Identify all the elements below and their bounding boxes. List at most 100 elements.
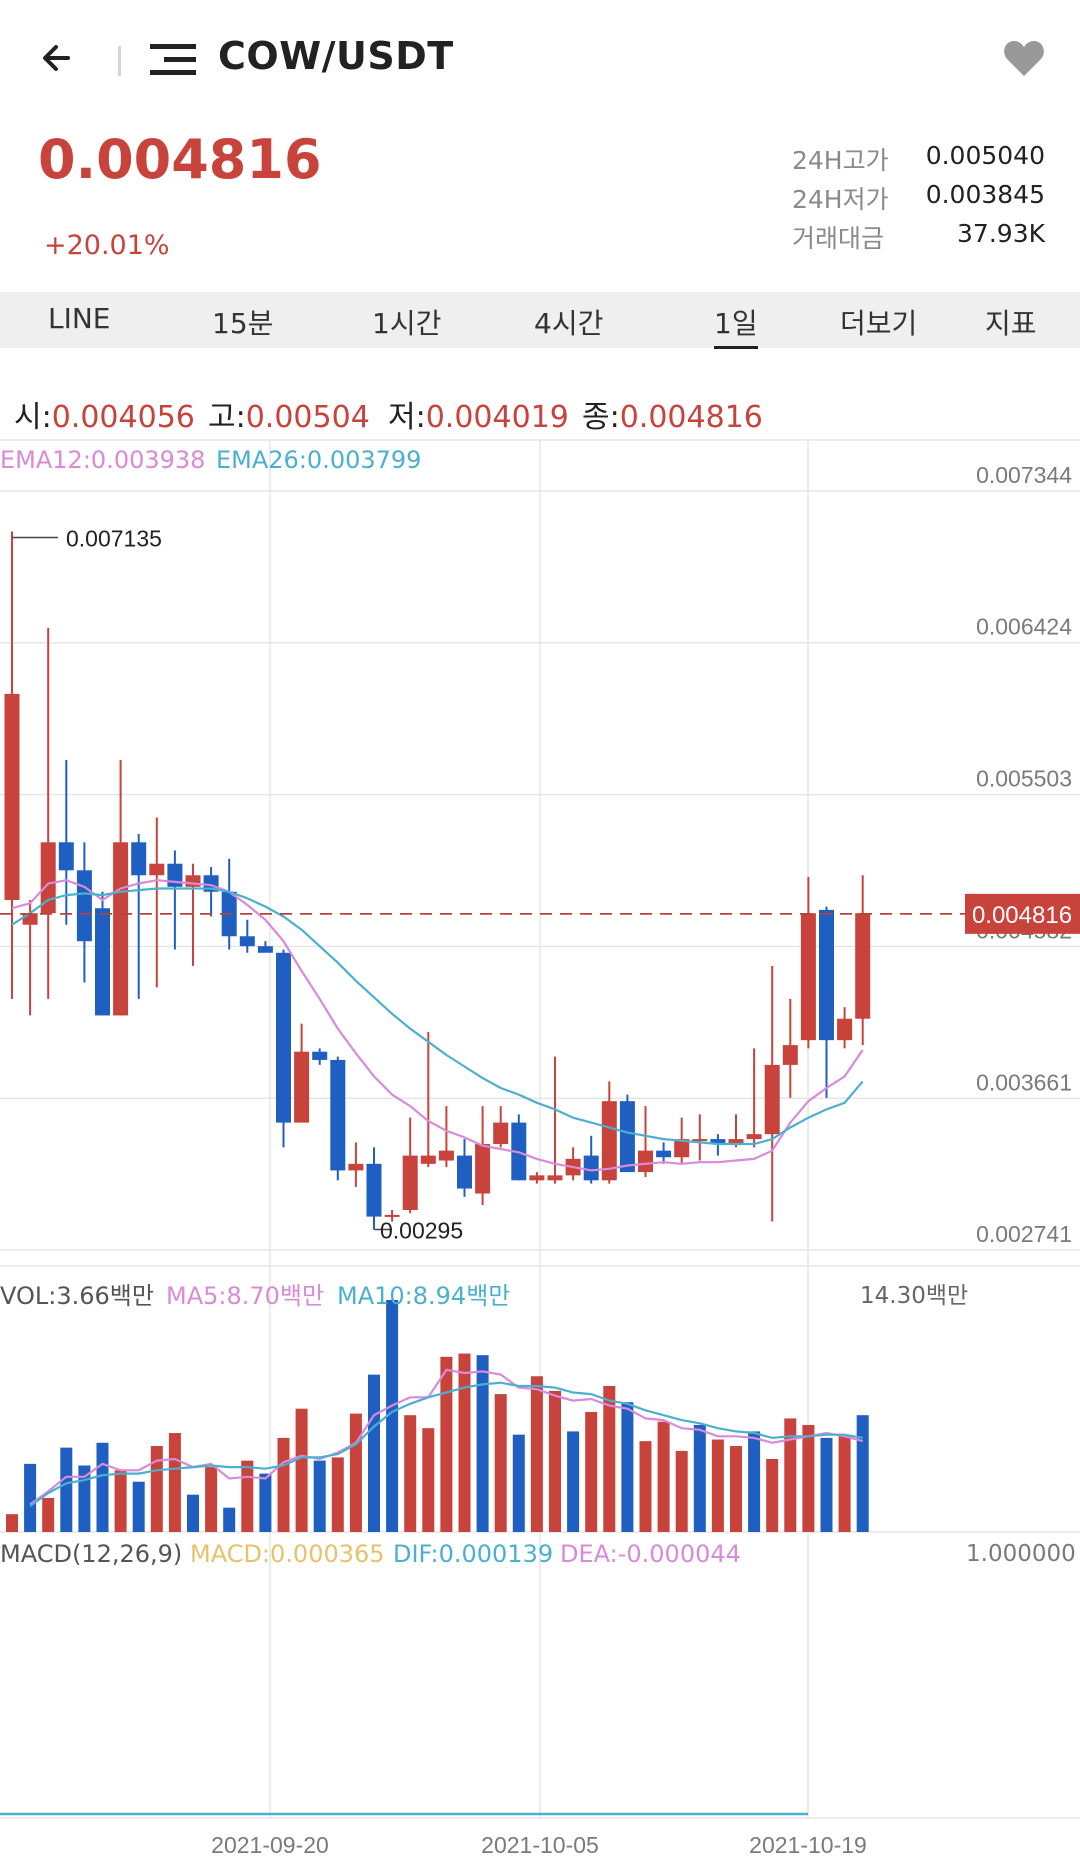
volume-bar: [349, 1413, 362, 1532]
volume-bar: [114, 1470, 127, 1532]
macd-legend: MACD:0.000365: [190, 1540, 385, 1568]
volume-bar: [530, 1376, 543, 1532]
volume-bar: [331, 1457, 344, 1532]
candle: [529, 1175, 545, 1181]
price-change: +20.01%: [44, 230, 170, 261]
volume-bar: [223, 1507, 236, 1532]
x-tick-label: 2021-10-19: [749, 1832, 867, 1858]
candle: [402, 1155, 418, 1210]
min-marker-label: 0.00295: [380, 1218, 463, 1244]
candle: [638, 1150, 653, 1173]
volume-bar: [150, 1446, 163, 1532]
volume-bar: [639, 1441, 652, 1532]
ohlc-low: 저:0.004019: [388, 400, 569, 435]
last-price: 0.004816: [38, 128, 322, 191]
volume-bar: [784, 1418, 797, 1532]
volume-bar: [730, 1446, 742, 1532]
ohlc-close: 종:0.004816: [582, 400, 763, 435]
candle: [782, 1045, 798, 1065]
candle: [457, 1155, 472, 1189]
stat-high-label: 24H고가: [792, 146, 889, 175]
candle: [348, 1163, 364, 1171]
candle: [239, 936, 255, 947]
x-tick-label: 2021-10-05: [481, 1832, 599, 1858]
volume-bar: [621, 1402, 634, 1532]
volume-bar: [368, 1374, 380, 1532]
stat-low-value: 0.003845: [925, 180, 1045, 209]
price-chart[interactable]: 0.0073440.0064240.0055030.0045820.003661…: [0, 430, 1080, 1861]
candle: [764, 1064, 780, 1135]
volume-bar: [404, 1415, 417, 1532]
volume-bar: [132, 1481, 145, 1532]
macd-max-label: 1.000000: [966, 1541, 1076, 1567]
volume-bar: [657, 1421, 670, 1532]
max-marker-label: 0.007135: [66, 525, 162, 551]
candle: [185, 875, 201, 887]
volume-bar: [458, 1353, 471, 1532]
candle: [674, 1139, 690, 1158]
candle: [76, 870, 92, 942]
candle: [619, 1101, 635, 1173]
volume-bar: [585, 1411, 598, 1532]
candle: [113, 842, 129, 1016]
candle: [420, 1155, 436, 1164]
volume-bar: [693, 1424, 706, 1532]
ema12-legend: EMA12:0.003938: [0, 446, 206, 474]
volume-bar: [748, 1431, 761, 1532]
volume-bar: [6, 1514, 18, 1532]
y-tick-label: 0.006424: [976, 614, 1072, 640]
dea-legend: DEA:-0.000044: [560, 1540, 741, 1568]
y-tick-label: 0.007344: [976, 462, 1072, 488]
volume-bar: [78, 1465, 91, 1532]
last-price-tag-text: 0.004816: [972, 902, 1072, 929]
tab-1d[interactable]: 1일: [714, 302, 758, 349]
candle: [384, 1214, 400, 1217]
y-tick-label: 0.003661: [976, 1069, 1072, 1095]
vol-ma10-legend: MA10:8.94백만: [337, 1282, 511, 1310]
candle: [58, 842, 74, 871]
volume-bar: [241, 1460, 254, 1532]
tab-line[interactable]: LINE: [48, 302, 111, 335]
tab-15m[interactable]: 15분: [212, 307, 274, 340]
volume-ma5-line: [29, 1368, 863, 1506]
volume-bar: [259, 1473, 272, 1532]
list-menu-icon[interactable]: [150, 40, 196, 80]
volume-bar: [168, 1433, 181, 1532]
volume-bar: [60, 1447, 73, 1532]
candle: [438, 1150, 454, 1161]
volume-bar: [422, 1428, 435, 1532]
pair-title[interactable]: COW/USDT: [218, 34, 454, 78]
volume-ma10-line: [29, 1381, 863, 1507]
vol-max-label: 14.30백만: [860, 1283, 969, 1309]
candle: [257, 946, 273, 953]
candle: [330, 1059, 346, 1171]
arrow-left-icon[interactable]: [38, 38, 78, 78]
tab-indicator[interactable]: 지표: [985, 307, 1037, 340]
tab-4h[interactable]: 4시간: [534, 307, 604, 340]
candle: [276, 952, 291, 1123]
stat-high-value: 0.005040: [925, 141, 1045, 170]
candle: [728, 1139, 744, 1145]
ohlc-high: 고:0.00504: [208, 400, 370, 435]
y-tick-label: 0.002741: [976, 1221, 1072, 1247]
volume-bar: [24, 1463, 37, 1532]
volume-bar: [838, 1436, 851, 1532]
candle: [40, 842, 56, 914]
volume-bar: [567, 1431, 580, 1532]
volume-bar: [603, 1385, 616, 1532]
candle: [837, 1018, 853, 1041]
candle: [656, 1150, 672, 1158]
x-tick-label: 2021-09-20: [211, 1832, 329, 1858]
ohlc-open: 시:0.004056: [14, 400, 195, 435]
stat-volume-value: 37.93K: [957, 219, 1045, 248]
volume-bar: [802, 1424, 815, 1532]
tab-1h[interactable]: 1시간: [372, 307, 442, 340]
volume-bar: [512, 1434, 525, 1532]
heart-icon[interactable]: [1002, 38, 1046, 78]
volume-bar: [476, 1355, 489, 1532]
candle: [475, 1144, 491, 1194]
candle: [95, 908, 110, 1016]
tab-more[interactable]: 더보기: [840, 307, 918, 340]
volume-bar: [205, 1467, 218, 1532]
candle: [22, 913, 38, 925]
